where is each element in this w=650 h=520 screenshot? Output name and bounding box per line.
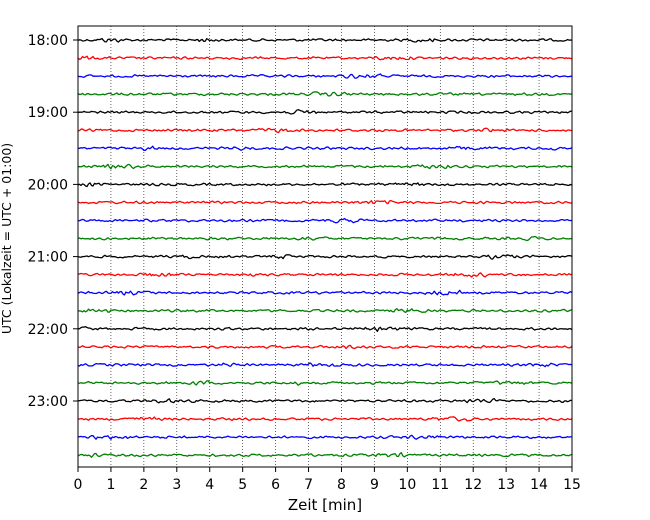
- y-tick-label: 22:00: [28, 322, 68, 338]
- x-tick-label: 10: [398, 477, 416, 493]
- seismic-trace: [77, 289, 573, 296]
- seismic-trace: [77, 145, 573, 152]
- seismic-trace: [77, 217, 573, 224]
- x-axis-label: Zeit [min]: [288, 496, 362, 514]
- seismic-trace: [77, 397, 573, 404]
- seismic-trace: [77, 73, 573, 79]
- y-tick-label: 18:00: [28, 33, 68, 49]
- x-tick-label: 4: [205, 477, 214, 493]
- x-tick-label: 5: [238, 477, 247, 493]
- y-tick-label: 21:00: [28, 250, 68, 266]
- x-tick-label: 14: [530, 477, 548, 493]
- seismic-trace: [77, 380, 573, 386]
- x-tick-label: 7: [304, 477, 313, 493]
- x-tick-label: 15: [563, 477, 581, 493]
- x-tick-label: 9: [370, 477, 379, 493]
- x-tick-label: 6: [271, 477, 280, 493]
- seismic-trace: [77, 91, 573, 97]
- y-tick-label: 20:00: [28, 177, 68, 193]
- x-tick-label: 2: [139, 477, 148, 493]
- seismic-trace: [77, 109, 573, 115]
- y-tick-label: 19:00: [28, 105, 68, 121]
- seismic-trace: [77, 362, 573, 368]
- x-tick-label: 13: [497, 477, 515, 493]
- x-tick-label: 11: [431, 477, 449, 493]
- seismic-trace: [77, 37, 573, 43]
- seismic-trace: [77, 416, 573, 422]
- seismic-trace: [77, 452, 573, 458]
- seismic-trace: [77, 235, 573, 242]
- y-axis: 18:00 19:00 20:00 21:00 22:00 23:00: [28, 33, 78, 410]
- x-tick-label: 8: [337, 477, 346, 493]
- x-tick-label: 0: [74, 477, 83, 493]
- seismic-trace: [77, 434, 573, 440]
- seismic-trace: [77, 127, 573, 134]
- seismic-trace: [77, 254, 573, 260]
- seismic-trace: [77, 199, 573, 205]
- x-axis: 0 1 2 3 4 5 6 7 8 9 10 11 12 13 14 15: [74, 467, 581, 493]
- seismic-trace: [77, 272, 573, 278]
- seismic-trace: [77, 308, 573, 314]
- x-tick-label: 1: [106, 477, 115, 493]
- seismic-trace: [77, 163, 573, 170]
- seismic-trace: [77, 182, 573, 188]
- x-tick-label: 12: [464, 477, 482, 493]
- y-tick-label: 23:00: [28, 394, 68, 410]
- seismic-trace: [77, 55, 573, 61]
- seismic-trace: [77, 344, 573, 350]
- seismic-trace: [77, 326, 573, 332]
- y-axis-label: UTC (Lokalzeit = UTC + 01:00): [0, 143, 14, 334]
- seismic-traces: [77, 37, 573, 458]
- plot-frame: [77, 25, 573, 468]
- x-tick-label: 3: [172, 477, 181, 493]
